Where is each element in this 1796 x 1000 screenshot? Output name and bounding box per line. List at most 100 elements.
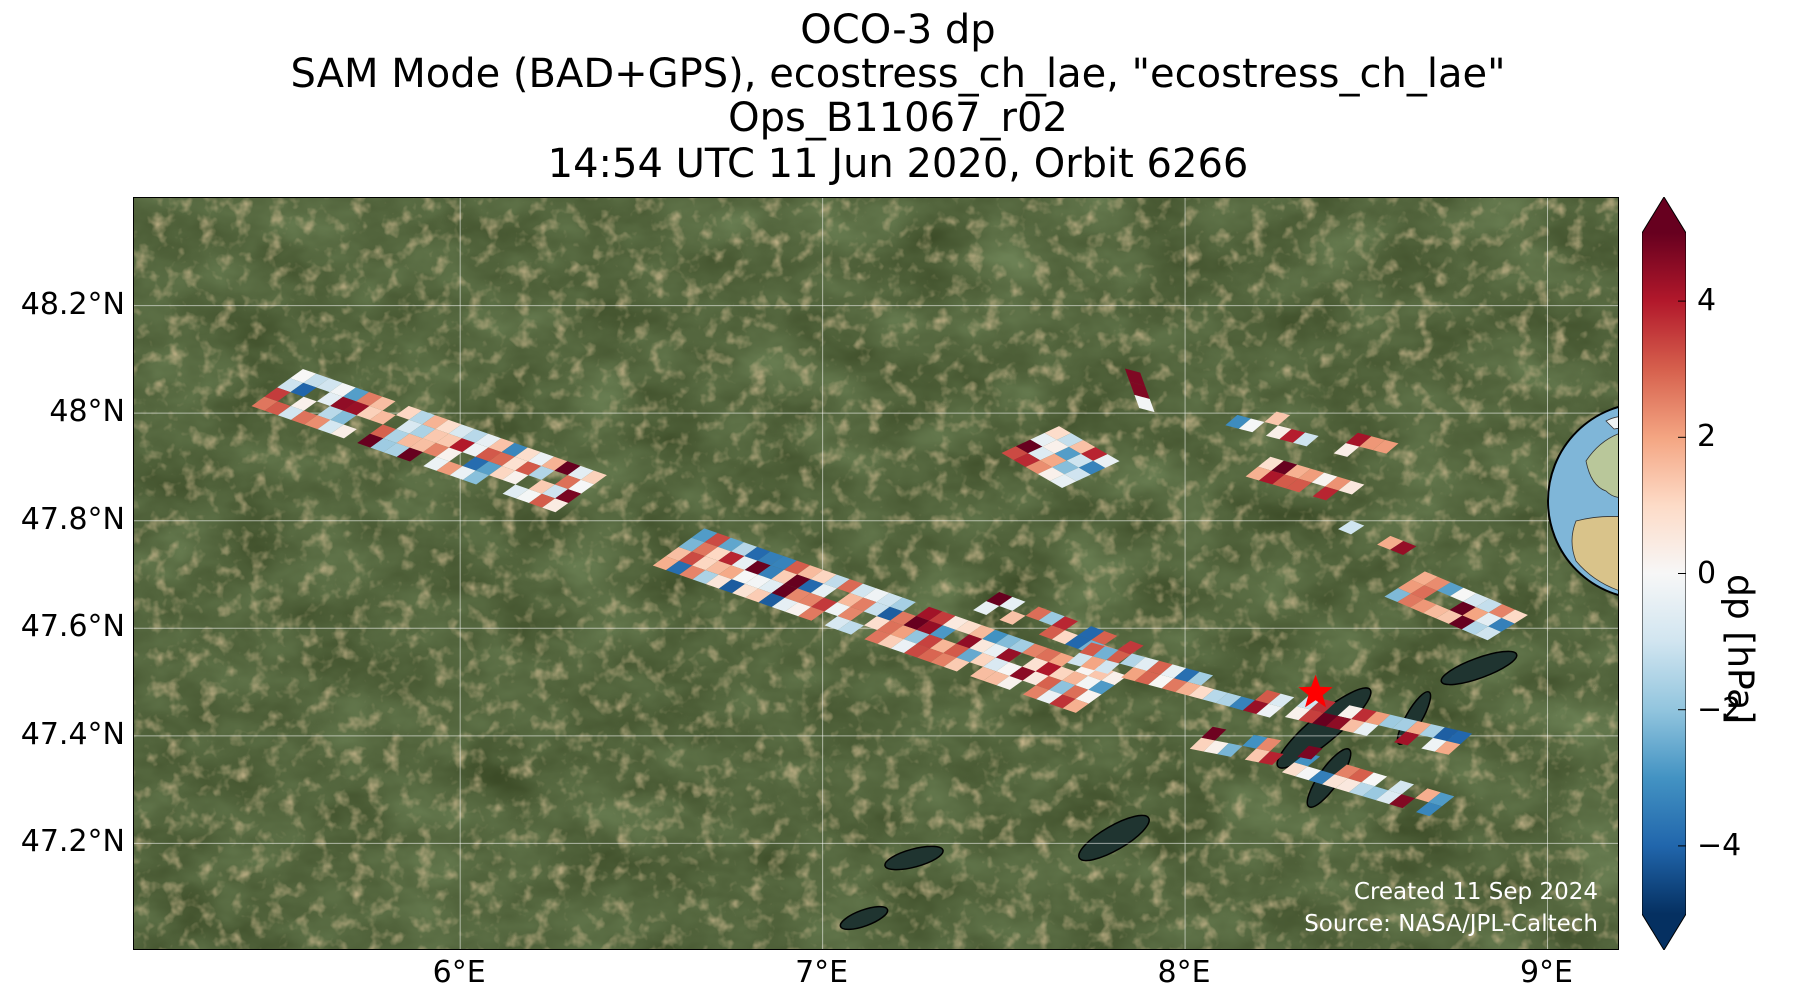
sounding-pixel [290, 382, 317, 397]
sounding-pixel [863, 616, 891, 630]
sounding-pixel [554, 461, 581, 476]
sounding-pixel [527, 452, 555, 466]
sounding-pixel [1035, 648, 1062, 663]
sounding-pixel [1160, 664, 1187, 679]
sounding-pixel [1257, 456, 1284, 471]
sounding-pixel [1030, 432, 1057, 447]
sounding-pixel [797, 579, 824, 594]
title-line-2: SAM Mode (BAD+GPS), ecostress_ch_lae, "e… [290, 51, 1506, 97]
sounding-pixel [929, 611, 956, 626]
target-star-icon[interactable] [1298, 674, 1333, 708]
sounding-pixel [692, 570, 719, 584]
sounding-pixel [1448, 615, 1476, 630]
sounding-pixel [1021, 643, 1049, 658]
sounding-pixel [396, 433, 423, 448]
sounding-pixel [1065, 635, 1092, 650]
sounding-pixel [1475, 598, 1503, 613]
sounding-pixel [744, 574, 772, 589]
sounding-pixel [1268, 693, 1295, 708]
sounding-pixel [277, 406, 304, 420]
sounding-pixel [1036, 689, 1063, 704]
sounding-pixel [1175, 681, 1201, 696]
lat-tick-label: 47.6°N [20, 609, 125, 645]
sounding-pixel [785, 602, 812, 617]
sounding-pixel [757, 565, 784, 580]
map-panel[interactable]: Created 11 Sep 2024 Source: NASA/JPL-Cal… [133, 197, 1619, 950]
sounding-pixel [1353, 722, 1379, 736]
swath [1338, 520, 1417, 555]
sounding-pixel [877, 620, 904, 635]
sounding-pixel [1264, 411, 1291, 426]
swath [1245, 456, 1365, 501]
sounding-pixel [1411, 571, 1438, 586]
sounding-pixel [409, 438, 436, 453]
colorbar-tick-label: −4 [1697, 827, 1742, 863]
sounding-pixel [1359, 436, 1385, 451]
sounding-pixel [770, 556, 797, 570]
sounding-pixel [1462, 593, 1490, 608]
sounding-pixel [784, 574, 811, 589]
sounding-pixel [1079, 642, 1105, 657]
sounding-pixel [1424, 576, 1451, 591]
sounding-pixel [1285, 478, 1312, 493]
swath [1225, 411, 1399, 457]
sounding-pixel [1389, 794, 1416, 809]
sounding-pixel [369, 410, 396, 425]
sounding-pixel [1009, 666, 1036, 681]
sounding-pixel [1202, 689, 1228, 704]
sounding-pixel [1434, 741, 1461, 755]
sounding-pixel [1256, 703, 1283, 718]
sounding-pixel [422, 429, 449, 443]
target-layer [1298, 674, 1333, 708]
swath [1384, 571, 1528, 641]
sounding-pixel [1054, 446, 1081, 461]
sounding-pixel [1049, 694, 1076, 709]
sounding-pixel [1104, 649, 1131, 664]
sounding-pixel [1428, 792, 1455, 807]
sounding-pixel [1461, 620, 1489, 635]
sounding-pixel [1348, 782, 1375, 797]
sounding-pixels[interactable] [251, 368, 1528, 817]
sounding-pixel [1501, 609, 1528, 624]
sounding-pixel [1446, 730, 1473, 745]
sounding-pixel [942, 615, 969, 630]
map-canvas[interactable] [134, 198, 1619, 950]
sounding-pixel [475, 461, 502, 476]
sounding-pixel [704, 533, 731, 547]
sounding-pixel [357, 433, 384, 448]
lat-tick-label: 48.2°N [20, 286, 125, 322]
sounding-pixel [771, 569, 798, 584]
sounding-pixel [863, 602, 890, 617]
sounding-pixel [1245, 466, 1272, 481]
sounding-pixel [1375, 790, 1402, 805]
sounding-pixel [652, 556, 679, 571]
sounding-pixel [916, 606, 943, 621]
sounding-pixel [837, 606, 864, 621]
sounding-pixel [1488, 604, 1516, 619]
sounding-pixel [1119, 653, 1146, 668]
sounding-pixel [691, 528, 718, 543]
sounding-pixel [1203, 740, 1229, 755]
sounding-pixel [290, 396, 317, 411]
sounding-pixel [1437, 582, 1464, 597]
sounding-pixel [1187, 671, 1214, 686]
sounding-pixel [1295, 766, 1322, 781]
lon-tick-label: 9°E [1519, 955, 1574, 990]
sounding-pixel [1025, 460, 1053, 474]
sounding-pixel [1056, 433, 1084, 447]
sounding-pixel [1347, 768, 1374, 783]
sounding-pixel [1238, 418, 1265, 433]
lake-2 [1078, 814, 1150, 862]
sounding-pixel [1449, 601, 1476, 616]
sounding-pixel [1351, 708, 1377, 723]
sounding-pixel [462, 470, 490, 485]
sounding-pixel [1061, 671, 1089, 686]
sounding-pixel [555, 489, 582, 503]
sounding-pixel [718, 579, 745, 594]
sounding-pixel [1272, 474, 1299, 489]
sounding-pixel [1133, 657, 1160, 671]
sounding-pixel [679, 565, 706, 580]
sounding-pixel [1148, 674, 1174, 689]
sounding-pixel [1364, 711, 1391, 726]
sounding-pixel [864, 629, 891, 644]
